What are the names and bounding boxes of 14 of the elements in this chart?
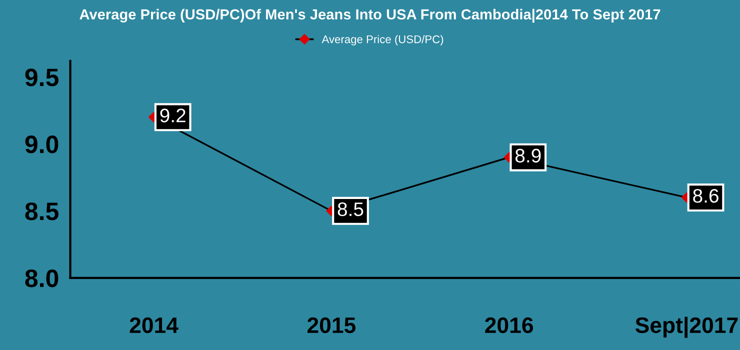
y-tick-label: 9.0 [25, 136, 58, 154]
data-label: 9.2 [160, 108, 186, 122]
x-tick-label: 2016 [485, 317, 533, 334]
legend-label: Average Price (USD/PC) [322, 35, 444, 46]
data-label: 8.6 [693, 188, 718, 203]
x-tick-label: 2014 [130, 317, 178, 334]
chart-title: Average Price (USD/PC)Of Men's Jeans Into USA From Cambodia|2014 To Sept 2017 [80, 8, 660, 23]
x-tick-label: Sept|2017 [635, 316, 738, 338]
data-label: 8.9 [515, 148, 541, 163]
y-tick-label: 9.5 [25, 68, 58, 86]
x-tick-label: 2015 [307, 317, 356, 334]
data-label: 8.5 [338, 202, 364, 216]
y-tick-label: 8.5 [25, 202, 58, 220]
y-tick-label: 8.0 [25, 270, 58, 288]
